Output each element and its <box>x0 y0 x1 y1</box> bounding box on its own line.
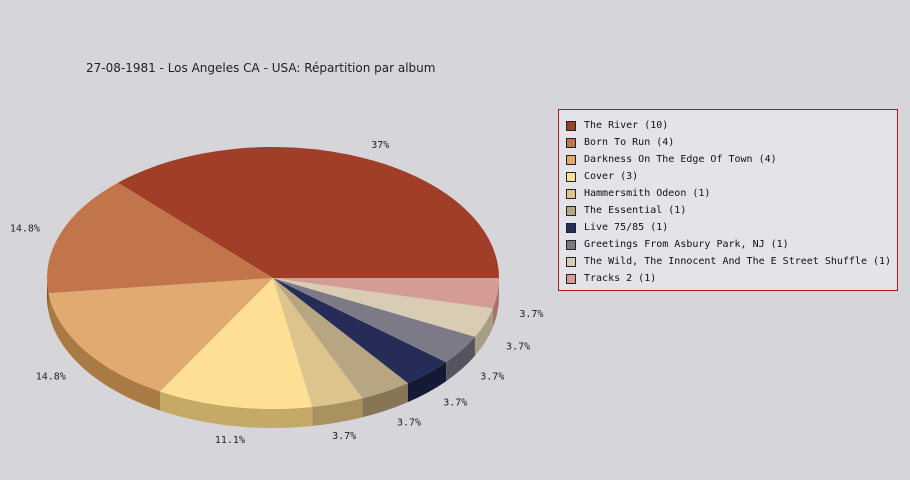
slice-5 <box>273 278 408 399</box>
legend-swatch <box>566 137 576 148</box>
slice-4-side <box>312 398 363 427</box>
legend-item: Live 75/85 (1) <box>559 219 897 236</box>
legend-item: Darkness On The Edge Of Town (4) <box>559 151 897 168</box>
slice-0-percent-label: 37% <box>371 140 389 151</box>
slice-8 <box>273 278 493 337</box>
legend-label: Greetings From Asbury Park, NJ (1) <box>584 239 789 250</box>
legend-item: Cover (3) <box>559 168 897 185</box>
slice-9-percent-label: 3.7% <box>519 309 543 320</box>
slice-2-percent-label: 14.8% <box>36 372 66 383</box>
slice-1-side <box>47 278 49 313</box>
legend-item: The River (10) <box>559 117 897 134</box>
slice-5-percent-label: 3.7% <box>397 418 421 429</box>
slice-0 <box>117 147 499 278</box>
legend-label: The Essential (1) <box>584 205 687 216</box>
slice-4 <box>273 278 363 408</box>
slice-9-side <box>492 278 499 328</box>
legend-item: Born To Run (4) <box>559 134 897 151</box>
chart-legend: The River (10) Born To Run (4) Darkness On… <box>558 109 898 291</box>
slice-2-side <box>48 293 160 411</box>
legend-item: Greetings From Asbury Park, NJ (1) <box>559 236 897 253</box>
legend-item: The Essential (1) <box>559 202 897 219</box>
slice-6-side <box>407 362 447 403</box>
slice-9 <box>273 278 499 309</box>
legend-label: Tracks 2 (1) <box>584 273 657 284</box>
legend-label: Darkness On The Edge Of Town (4) <box>584 154 777 165</box>
legend-label: The River (10) <box>584 120 669 131</box>
slice-1-percent-label: 14.8% <box>10 223 40 234</box>
slice-6 <box>273 278 447 384</box>
legend-swatch <box>566 273 576 284</box>
slice-8-percent-label: 3.7% <box>506 342 530 353</box>
slice-3-percent-label: 11.1% <box>215 435 245 446</box>
legend-swatch <box>566 171 576 182</box>
slice-1 <box>46 182 273 294</box>
slice-8-side <box>474 308 493 356</box>
slice-3-side <box>160 391 313 429</box>
legend-label: Cover (3) <box>584 171 639 182</box>
legend-swatch <box>566 256 576 267</box>
legend-swatch <box>566 120 576 131</box>
slice-4-percent-label: 3.7% <box>332 431 356 442</box>
legend-swatch <box>566 154 576 165</box>
slice-5-side <box>362 383 408 418</box>
legend-swatch <box>566 222 576 233</box>
legend-label: Born To Run (4) <box>584 137 675 148</box>
legend-swatch <box>566 239 576 250</box>
chart-title: 27-08-1981 - Los Angeles CA - USA: Répar… <box>86 61 436 75</box>
slice-2 <box>48 278 273 392</box>
slice-7 <box>273 278 475 363</box>
slice-7-side <box>446 336 475 382</box>
legend-item: Hammersmith Odeon (1) <box>559 185 897 202</box>
slice-3 <box>160 278 313 409</box>
legend-swatch <box>566 188 576 199</box>
legend-label: Hammersmith Odeon (1) <box>584 188 711 199</box>
legend-swatch <box>566 205 576 216</box>
legend-label: Live 75/85 (1) <box>584 222 669 233</box>
legend-item: The Wild, The Innocent And The E Street … <box>559 253 897 270</box>
slice-7-percent-label: 3.7% <box>480 372 504 383</box>
legend-label: The Wild, The Innocent And The E Street … <box>584 256 892 267</box>
slice-6-percent-label: 3.7% <box>443 397 467 408</box>
legend-item: Tracks 2 (1) <box>559 270 897 287</box>
